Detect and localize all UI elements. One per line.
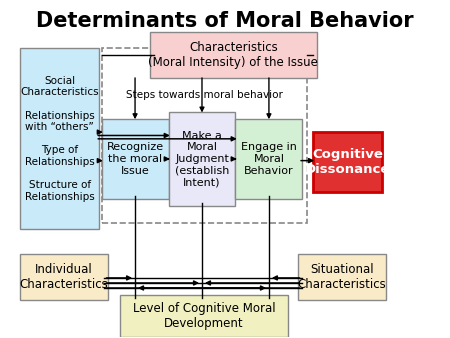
- Text: Determinants of Moral Behavior: Determinants of Moral Behavior: [36, 11, 414, 31]
- FancyBboxPatch shape: [168, 112, 235, 206]
- Text: Situational
Characteristics: Situational Characteristics: [298, 263, 387, 291]
- FancyBboxPatch shape: [313, 132, 382, 192]
- Text: Level of Cognitive Moral
Development: Level of Cognitive Moral Development: [133, 301, 275, 330]
- Text: Steps towards moral behavior: Steps towards moral behavior: [126, 90, 283, 100]
- Text: Make a
Moral
Judgment
(establish
Intent): Make a Moral Judgment (establish Intent): [175, 131, 229, 187]
- Text: Recognize
the moral
Issue: Recognize the moral Issue: [107, 142, 164, 175]
- FancyBboxPatch shape: [102, 119, 168, 199]
- FancyBboxPatch shape: [150, 31, 317, 78]
- Text: Cognitive
Dissonance: Cognitive Dissonance: [305, 148, 390, 176]
- Text: Engage in
Moral
Behavior: Engage in Moral Behavior: [241, 142, 297, 175]
- Text: Characteristics
(Moral Intensity) of the Issue: Characteristics (Moral Intensity) of the…: [148, 41, 318, 69]
- Text: Social
Characteristics

Relationships
with “others”

Type of
Relationships

Stru: Social Characteristics Relationships wit…: [20, 76, 99, 202]
- FancyBboxPatch shape: [121, 295, 288, 337]
- Text: Individual
Characteristics: Individual Characteristics: [19, 263, 108, 291]
- FancyBboxPatch shape: [235, 119, 302, 199]
- FancyBboxPatch shape: [298, 255, 386, 300]
- FancyBboxPatch shape: [20, 255, 108, 300]
- FancyBboxPatch shape: [20, 48, 99, 230]
